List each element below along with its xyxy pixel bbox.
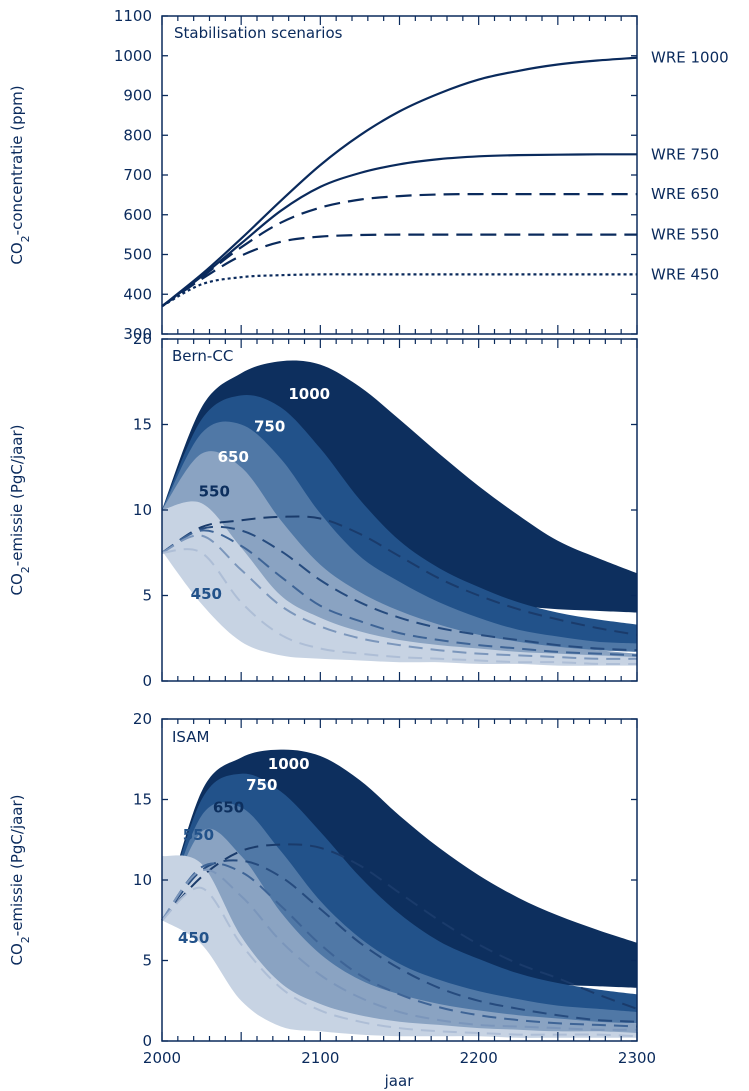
concentration-panel: Stabilisation scenarios CO2-concentratie… <box>8 7 729 343</box>
dashed-series-line <box>161 868 638 1031</box>
y-axis-title-prefix: CO <box>8 242 26 264</box>
x-tick-label: 2200 <box>460 1049 498 1067</box>
series-line <box>161 56 638 308</box>
series-label: WRE 750 <box>651 145 719 163</box>
isam-y-axis-title: CO2-emissie (PgC/jaar) <box>8 794 32 965</box>
concentration-ticks: 300 400 500 600 700 800 900 1000 1100 <box>114 7 638 343</box>
y-tick-label: 1000 <box>114 47 152 65</box>
band-area <box>162 773 637 1014</box>
dashed-series-line <box>161 548 638 666</box>
y-axis-title-suffix: -emissie (PgC/jaar) <box>8 794 26 936</box>
y-axis-title-subscript: 2 <box>19 566 32 573</box>
series-label: WRE 450 <box>651 265 719 283</box>
y-tick-label: 800 <box>123 126 152 144</box>
y-tick-label: 700 <box>123 166 152 184</box>
y-axis-title-suffix: -concentratie (ppm) <box>8 85 26 235</box>
y-tick-label: 10 <box>133 501 152 519</box>
concentration-panel-title: Stabilisation scenarios <box>174 24 343 42</box>
bern-cc-panel-title: Bern-CC <box>172 347 233 365</box>
band-label: 1000 <box>288 385 330 403</box>
band-label: 450 <box>178 929 209 947</box>
y-tick-label: 1100 <box>114 7 152 25</box>
dashed-series-line <box>161 862 638 1028</box>
band-area <box>162 855 637 1038</box>
series-line <box>161 192 637 308</box>
series-line <box>161 273 637 308</box>
bern-cc-y-axis-title: CO2-emissie (PgC/jaar) <box>8 424 32 595</box>
y-tick-label: 300 <box>123 325 152 343</box>
band-label: 750 <box>246 776 277 794</box>
y-tick-label: 0 <box>142 1032 152 1050</box>
x-tick-label: 2300 <box>618 1049 656 1067</box>
series-label: WRE 550 <box>651 226 719 244</box>
isam-panel-title: ISAM <box>172 728 209 746</box>
band-label: 550 <box>183 826 214 844</box>
band-label: 750 <box>254 417 285 435</box>
y-axis-title-prefix: CO <box>8 943 26 965</box>
band-label: 550 <box>199 482 230 500</box>
y-axis-title-subscript: 2 <box>19 936 32 943</box>
concentration-series-labels: WRE 1000 WRE 750 WRE 650 WRE 550 WRE 450 <box>651 49 729 284</box>
series-line <box>161 153 637 308</box>
band-area <box>162 501 637 666</box>
band-label: 1000 <box>268 755 310 773</box>
y-tick-label: 600 <box>123 206 152 224</box>
concentration-y-axis-title: CO2-concentratie (ppm) <box>8 85 32 264</box>
dashed-series-line <box>161 859 638 1023</box>
y-axis-title-suffix: -emissie (PgC/jaar) <box>8 424 26 566</box>
dashed-series-line <box>161 525 638 652</box>
band-area <box>162 394 637 649</box>
x-tick-label: 2000 <box>143 1049 181 1067</box>
y-tick-label: 500 <box>123 246 152 264</box>
y-axis-title-subscript: 2 <box>19 235 32 242</box>
dashed-series-line <box>161 534 638 660</box>
y-tick-label: 15 <box>133 416 152 434</box>
y-tick-label: 20 <box>133 710 152 728</box>
series-label: WRE 1000 <box>651 49 729 67</box>
y-tick-label: 15 <box>133 791 152 809</box>
isam-plot-area <box>161 749 638 1038</box>
dashed-series-line <box>161 515 638 636</box>
concentration-plot-area <box>161 56 638 308</box>
band-label: 650 <box>218 448 249 466</box>
y-tick-label: 5 <box>142 587 152 605</box>
y-tick-label: 20 <box>133 330 152 348</box>
x-axis-title: jaar <box>384 1072 415 1090</box>
isam-panel: ISAM CO2-emissie (PgC/jaar) 0 5 10 15 20 2000… <box>8 710 656 1090</box>
y-tick-label: 5 <box>142 952 152 970</box>
band-area <box>162 828 637 1034</box>
bern-cc-panel: Bern-CC CO2-emissie (PgC/jaar) 05101520 … <box>8 330 638 690</box>
y-tick-label: 900 <box>123 87 152 105</box>
y-axis-title-prefix: CO <box>8 573 26 595</box>
band-label: 650 <box>213 798 244 816</box>
bern-cc-plot-area <box>161 360 638 666</box>
isam-ticks: 0 5 10 15 20 2000 2100 2200 2300 <box>133 710 656 1067</box>
dashed-series-line <box>161 529 638 657</box>
bern-cc-ticks: 0 5 10 15 20 <box>133 330 638 690</box>
series-line <box>161 233 637 308</box>
y-tick-label: 0 <box>142 672 152 690</box>
x-tick-label: 2100 <box>301 1049 339 1067</box>
series-label: WRE 650 <box>651 185 719 203</box>
y-tick-label: 400 <box>123 285 152 303</box>
y-tick-label: 10 <box>133 871 152 889</box>
band-label: 450 <box>191 585 222 603</box>
